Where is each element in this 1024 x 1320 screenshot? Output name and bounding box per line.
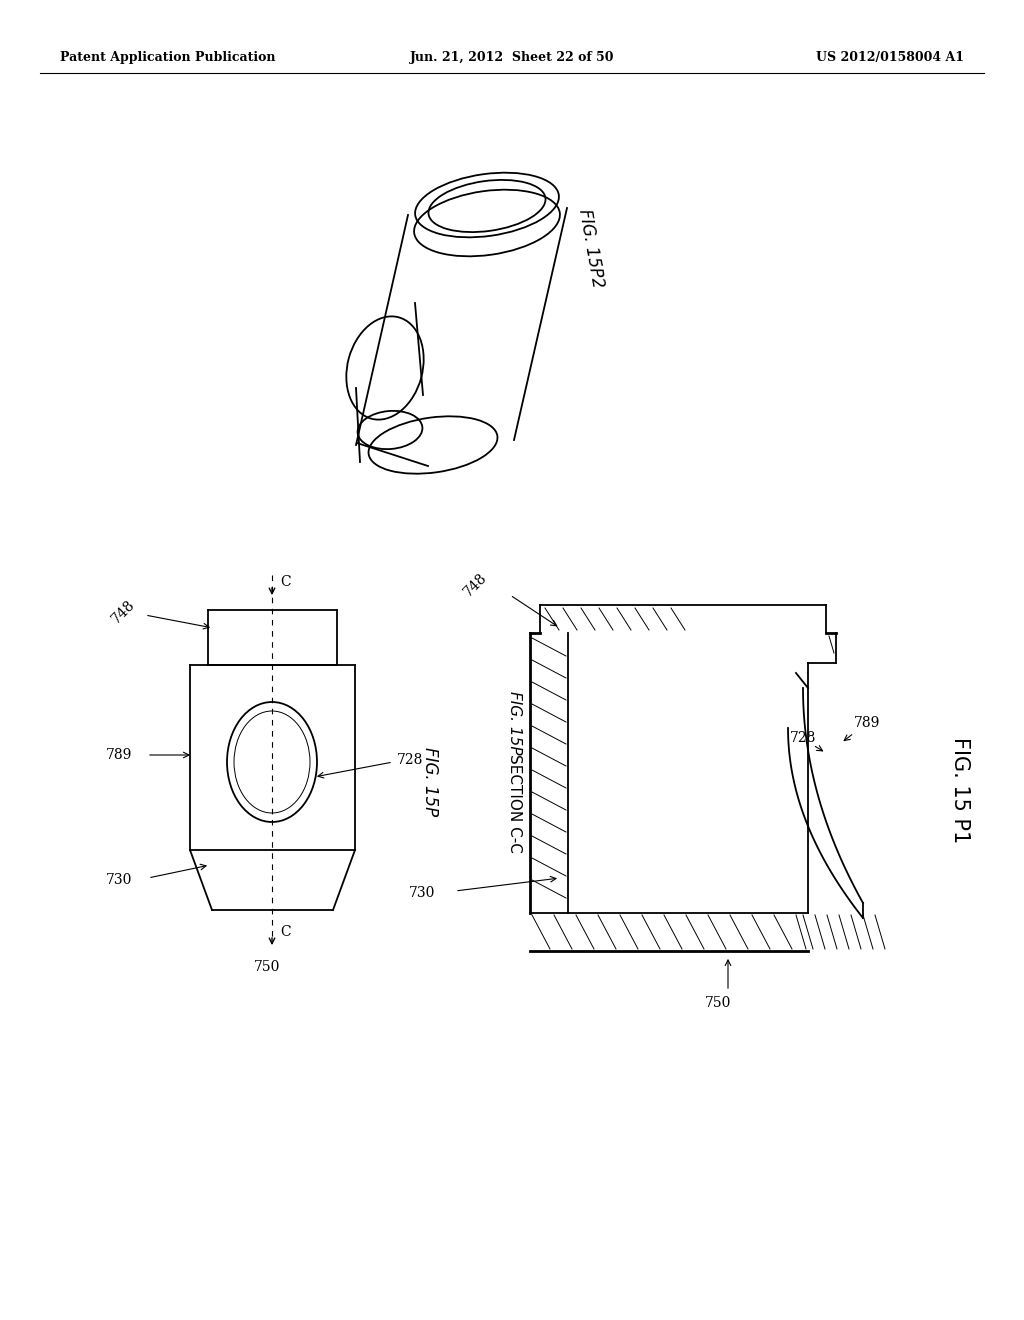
Text: FIG. 15P: FIG. 15P	[508, 692, 522, 755]
Text: 750: 750	[705, 997, 731, 1010]
Text: 728: 728	[397, 752, 423, 767]
Text: Jun. 21, 2012  Sheet 22 of 50: Jun. 21, 2012 Sheet 22 of 50	[410, 51, 614, 65]
Text: 750: 750	[254, 960, 281, 974]
Text: 730: 730	[409, 886, 435, 900]
Text: FIG. 15P2: FIG. 15P2	[575, 207, 606, 289]
Text: 789: 789	[854, 715, 881, 730]
Text: FIG. 15 P1: FIG. 15 P1	[950, 737, 970, 843]
Text: C: C	[281, 925, 291, 939]
Text: 789: 789	[105, 748, 132, 762]
Text: SECTION C-C: SECTION C-C	[508, 754, 522, 853]
Text: 730: 730	[105, 873, 132, 887]
Text: Patent Application Publication: Patent Application Publication	[60, 51, 275, 65]
Text: 728: 728	[790, 731, 816, 744]
Text: C: C	[281, 576, 291, 589]
Text: FIG. 15P: FIG. 15P	[421, 747, 439, 817]
Text: US 2012/0158004 A1: US 2012/0158004 A1	[816, 51, 964, 65]
Text: 748: 748	[110, 598, 138, 626]
Text: 748: 748	[462, 570, 490, 599]
